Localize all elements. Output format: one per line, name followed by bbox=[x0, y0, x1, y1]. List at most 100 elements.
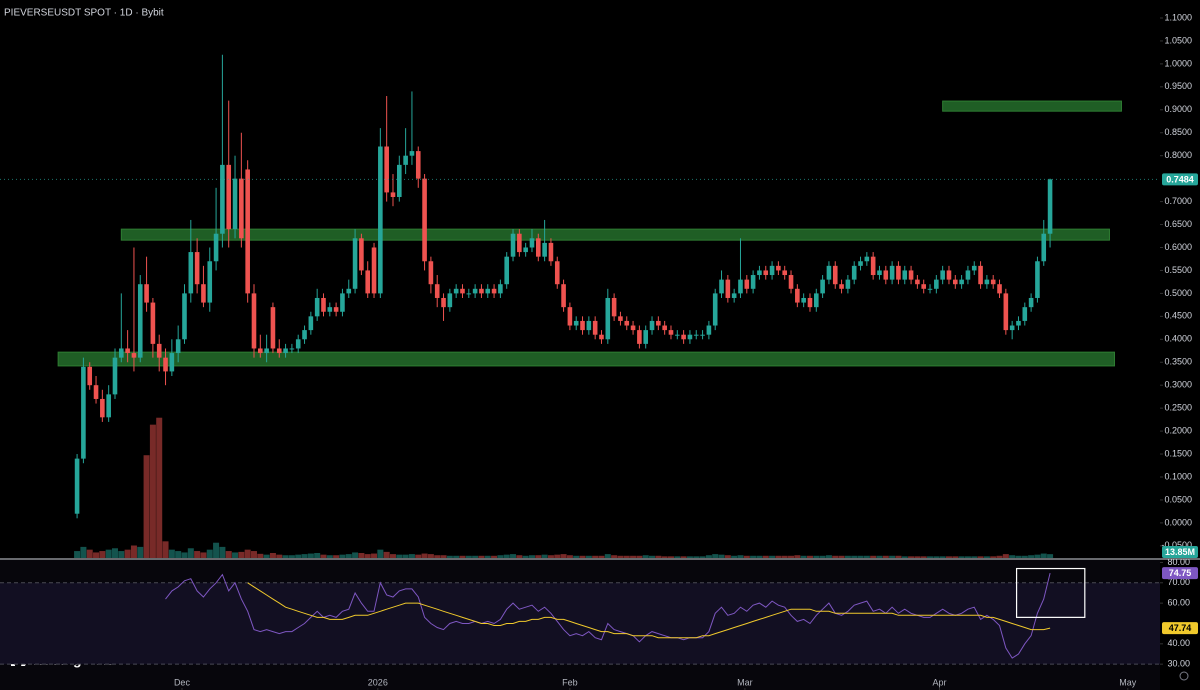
volume-bar bbox=[535, 555, 542, 558]
candle-body bbox=[826, 265, 832, 280]
y-tick-label: 0.3000 bbox=[1164, 380, 1192, 390]
volume-bar bbox=[156, 417, 163, 558]
volume-bar bbox=[977, 556, 984, 558]
candle-body bbox=[561, 284, 566, 308]
volume-bar bbox=[333, 555, 340, 558]
volume-bar bbox=[364, 554, 371, 558]
y-tick-label: 0.6000 bbox=[1164, 242, 1192, 252]
candle-body bbox=[441, 297, 446, 308]
candle-body bbox=[978, 265, 983, 285]
candle-body bbox=[877, 270, 882, 276]
candle-body bbox=[536, 238, 541, 257]
candle-body bbox=[485, 288, 491, 294]
candle-body bbox=[990, 279, 996, 285]
volume-bar bbox=[194, 551, 201, 558]
candle-body bbox=[776, 265, 781, 271]
candle-body bbox=[643, 330, 649, 344]
volume-bar bbox=[137, 546, 144, 558]
volume-bar bbox=[781, 555, 788, 558]
volume-bar bbox=[276, 554, 283, 558]
volume-bar bbox=[882, 555, 889, 558]
volume-bar bbox=[585, 555, 592, 558]
volume-bar bbox=[939, 556, 946, 558]
candle-body bbox=[213, 233, 219, 262]
volume-bar bbox=[636, 555, 643, 558]
volume-bar bbox=[920, 556, 927, 558]
volume-bar bbox=[655, 555, 662, 558]
candle-body bbox=[687, 334, 693, 340]
candle-body bbox=[719, 279, 724, 294]
volume-bar bbox=[206, 549, 213, 558]
candle-body bbox=[908, 270, 914, 280]
settings-icon[interactable] bbox=[1179, 671, 1189, 681]
candle-body bbox=[131, 353, 137, 358]
rsi-ma-tag-bg bbox=[1162, 622, 1198, 635]
volume-bar bbox=[371, 553, 378, 558]
rsi-y-tick-label: 30.00 bbox=[1167, 659, 1190, 669]
volume-bar bbox=[1040, 553, 1047, 558]
candle-body bbox=[750, 275, 756, 289]
candle-body bbox=[119, 348, 124, 358]
candle-body bbox=[1022, 307, 1028, 321]
volume-bar bbox=[933, 556, 940, 558]
volume-bar bbox=[510, 554, 517, 558]
candle-body bbox=[472, 288, 478, 294]
candle-body bbox=[74, 458, 80, 514]
last-price-tag: 0.7484 bbox=[1166, 174, 1194, 184]
volume-bar bbox=[1021, 555, 1028, 558]
candle-body bbox=[959, 279, 964, 285]
volume-bar bbox=[181, 552, 188, 558]
y-tick-label: 0.5000 bbox=[1164, 288, 1192, 298]
volume-bar bbox=[870, 555, 877, 558]
volume-bar bbox=[667, 556, 674, 558]
volume-bar bbox=[326, 555, 333, 558]
y-tick-label: 0.6500 bbox=[1164, 219, 1192, 229]
candle-body bbox=[302, 330, 307, 340]
volume-bar bbox=[434, 555, 441, 558]
candle-body bbox=[624, 320, 630, 326]
volume-bar bbox=[573, 555, 580, 558]
volume-bar bbox=[908, 556, 915, 558]
volume-bar bbox=[598, 555, 605, 558]
rsi-line bbox=[165, 572, 1051, 659]
candle-body bbox=[851, 265, 857, 280]
y-tick-label: 1.1000 bbox=[1164, 12, 1192, 22]
candle-body bbox=[156, 343, 162, 358]
candle-body bbox=[649, 320, 655, 331]
volume-bar bbox=[901, 556, 908, 558]
candle-body bbox=[232, 178, 238, 230]
candle-body bbox=[226, 164, 232, 230]
candle-body bbox=[308, 316, 314, 331]
volume-bar bbox=[945, 556, 952, 558]
volume-bar bbox=[718, 554, 725, 558]
candle-body bbox=[952, 279, 958, 285]
volume-bar bbox=[219, 546, 226, 558]
volume-bar bbox=[964, 556, 971, 558]
candle-body bbox=[125, 348, 130, 354]
volume-bar bbox=[314, 553, 321, 558]
volume-bar bbox=[257, 553, 264, 558]
candle-body bbox=[409, 151, 415, 156]
rsi-tag-bg bbox=[1162, 567, 1198, 580]
candle-body bbox=[573, 320, 579, 326]
volume-bar bbox=[200, 552, 207, 558]
candle-body bbox=[201, 284, 206, 303]
candle-body bbox=[788, 275, 794, 289]
candle-body bbox=[517, 233, 522, 253]
candle-body bbox=[580, 320, 585, 331]
zone bbox=[120, 228, 1110, 241]
candle-body bbox=[965, 270, 971, 280]
candle-body bbox=[548, 242, 554, 262]
candle-body bbox=[384, 146, 389, 193]
y-tick-label: 0.7000 bbox=[1164, 196, 1192, 206]
volume-bar bbox=[295, 554, 302, 558]
candle-body bbox=[662, 325, 667, 331]
volume-bar bbox=[952, 556, 959, 558]
candle-body bbox=[365, 270, 371, 294]
candle-body bbox=[706, 325, 712, 335]
y-tick-label: 0.2000 bbox=[1164, 425, 1192, 435]
volume-bar bbox=[187, 548, 194, 558]
candle-body bbox=[239, 178, 244, 239]
volume-bar bbox=[143, 455, 150, 558]
candle-body bbox=[270, 307, 276, 349]
